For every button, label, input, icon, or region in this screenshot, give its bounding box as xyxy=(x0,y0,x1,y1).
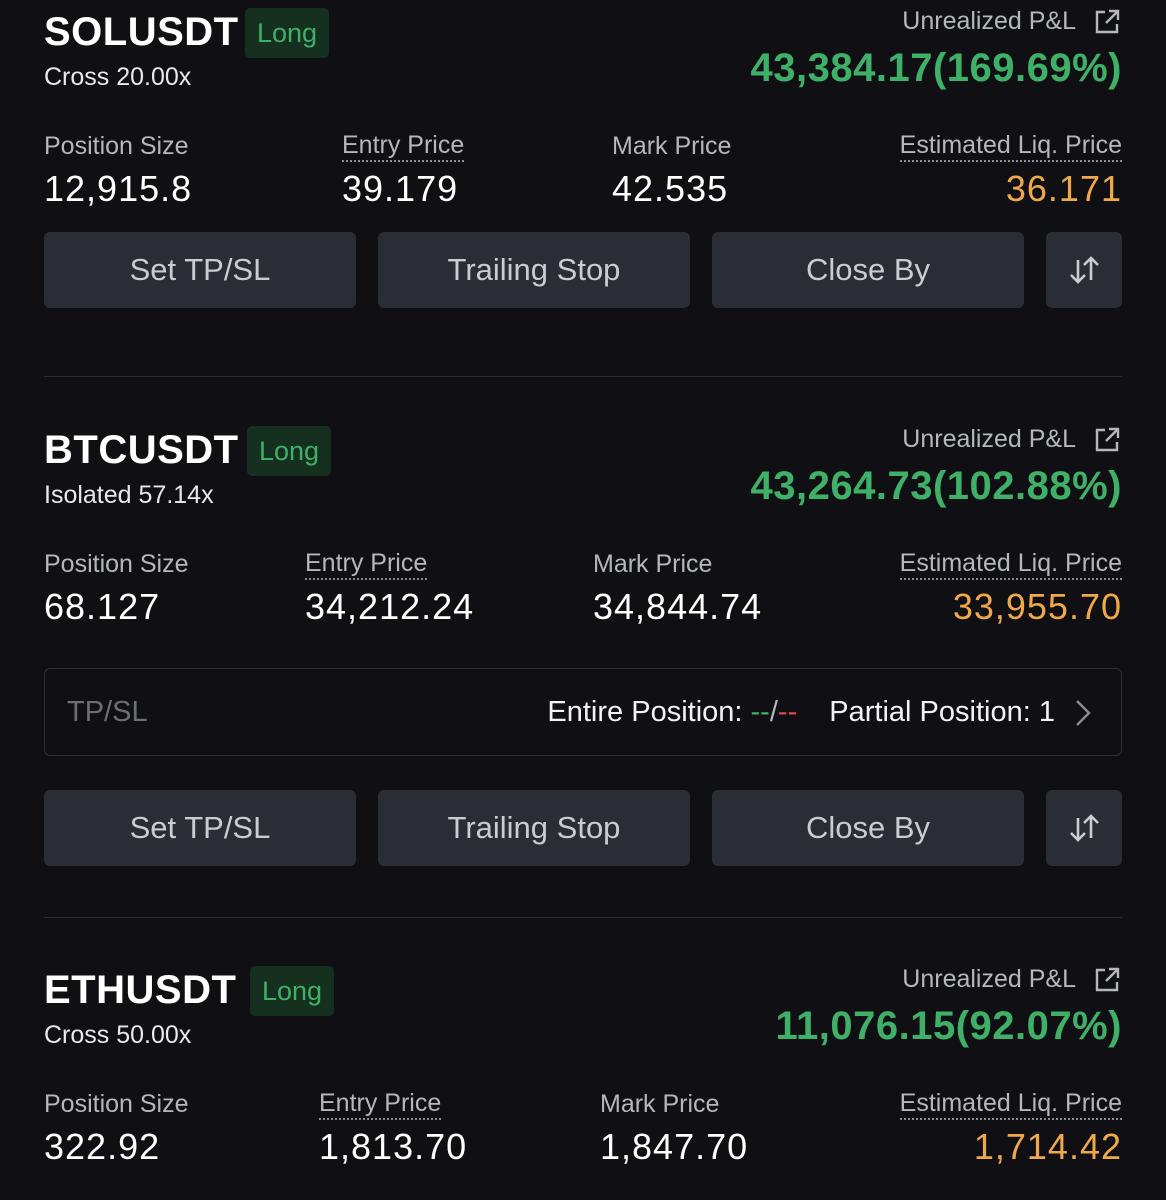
partial-position-label: Partial Position: xyxy=(829,696,1031,728)
position-header: ETHUSDT Long Cross 50.00x Unrealized P&L… xyxy=(44,958,1122,1070)
entry-price-value: 39.179 xyxy=(342,168,459,209)
unrealized-pnl-value: 43,264.73(102.88%) xyxy=(750,464,1122,508)
liq-price-label[interactable]: Estimated Liq. Price xyxy=(899,130,1122,162)
position-size: Position Size 322.92 xyxy=(44,1088,189,1170)
side-badge: Long xyxy=(245,8,330,58)
entire-sl-value: -- xyxy=(777,696,798,728)
liq-price-value: 1,714.42 xyxy=(973,1126,1122,1167)
set-tpsl-button[interactable]: Set TP/SL xyxy=(44,232,356,308)
margin-mode[interactable]: Isolated 57.14x xyxy=(44,481,214,509)
action-buttons: Set TP/SL Trailing Stop Close By xyxy=(44,232,1122,308)
unrealized-pnl-value: 11,076.15(92.07%) xyxy=(775,1004,1122,1048)
tpsl-label: TP/SL xyxy=(67,696,148,728)
position-header: SOLUSDT Long Cross 20.00x Unrealized P&L… xyxy=(44,0,1122,112)
position-size: Position Size 12,915.8 xyxy=(44,130,192,212)
set-tpsl-button[interactable]: Set TP/SL xyxy=(44,790,356,866)
position-symbol[interactable]: SOLUSDT xyxy=(44,10,239,54)
position-card-btcusdt: BTCUSDT Long Isolated 57.14x Unrealized … xyxy=(44,418,1122,866)
unrealized-pnl-value: 43,384.17(169.69%) xyxy=(750,46,1122,90)
position-stats: Position Size 322.92 Entry Price 1,813.7… xyxy=(44,1070,1122,1190)
partial-position-count: 1 xyxy=(1038,696,1055,728)
liq-price-value: 36.171 xyxy=(1005,168,1122,209)
reverse-position-button[interactable] xyxy=(1046,790,1122,866)
margin-mode[interactable]: Cross 20.00x xyxy=(44,63,192,91)
tpsl-separator: / xyxy=(769,696,778,728)
position-size-label: Position Size xyxy=(44,1090,189,1118)
liq-price: Estimated Liq. Price 1,714.42 xyxy=(899,1088,1122,1170)
entry-price-label[interactable]: Entry Price xyxy=(305,548,428,580)
entire-tp-value: -- xyxy=(750,696,770,728)
position-size: Position Size 68.127 xyxy=(44,548,189,630)
position-symbol[interactable]: BTCUSDT xyxy=(44,428,239,472)
share-icon[interactable] xyxy=(1092,7,1122,37)
position-stats: Position Size 12,915.8 Entry Price 39.17… xyxy=(44,112,1122,232)
reverse-position-icon xyxy=(1070,814,1099,842)
close-by-button[interactable]: Close By xyxy=(712,790,1024,866)
position-card-solusdt: SOLUSDT Long Cross 20.00x Unrealized P&L… xyxy=(44,0,1122,308)
reverse-position-icon xyxy=(1070,256,1099,284)
side-badge: Long xyxy=(250,966,335,1016)
entry-price-value: 34,212.24 xyxy=(305,586,475,627)
mark-price-label: Mark Price xyxy=(593,550,713,578)
mark-price-label: Mark Price xyxy=(600,1090,720,1118)
mark-price-value: 34,844.74 xyxy=(593,586,763,627)
mark-price: Mark Price 34,844.74 xyxy=(593,548,762,630)
unrealized-pnl-label: Unrealized P&L xyxy=(902,965,1076,993)
chevron-right-icon xyxy=(1076,700,1091,726)
close-by-button[interactable]: Close By xyxy=(712,232,1024,308)
tpsl-summary[interactable]: TP/SL Entire Position: --/-- Partial Pos… xyxy=(44,668,1122,756)
unrealized-pnl-label: Unrealized P&L xyxy=(902,425,1076,453)
liq-price-label[interactable]: Estimated Liq. Price xyxy=(899,1088,1122,1120)
position-header: BTCUSDT Long Isolated 57.14x Unrealized … xyxy=(44,418,1122,530)
share-icon[interactable] xyxy=(1092,425,1122,455)
mark-price: Mark Price 42.535 xyxy=(612,130,731,212)
liq-price: Estimated Liq. Price 33,955.70 xyxy=(899,548,1122,630)
position-size-label: Position Size xyxy=(44,550,189,578)
position-size-label: Position Size xyxy=(44,132,189,160)
entire-position-label: Entire Position: xyxy=(547,696,743,728)
mark-price-value: 42.535 xyxy=(612,168,729,209)
mark-price-label: Mark Price xyxy=(612,132,732,160)
entry-price: Entry Price 39.179 xyxy=(342,130,465,212)
tpsl-details: Entire Position: --/-- Partial Position:… xyxy=(547,695,1055,729)
side-badge: Long xyxy=(247,426,332,476)
entry-price-value: 1,813.70 xyxy=(319,1126,468,1167)
position-stats: Position Size 68.127 Entry Price 34,212.… xyxy=(44,530,1122,650)
mark-price: Mark Price 1,847.70 xyxy=(600,1088,748,1170)
entry-price-label[interactable]: Entry Price xyxy=(319,1088,442,1120)
position-size-value: 12,915.8 xyxy=(44,168,193,209)
liq-price: Estimated Liq. Price 36.171 xyxy=(899,130,1122,212)
liq-price-label[interactable]: Estimated Liq. Price xyxy=(899,548,1122,580)
entry-price-label[interactable]: Entry Price xyxy=(342,130,465,162)
trailing-stop-button[interactable]: Trailing Stop xyxy=(378,790,690,866)
position-size-value: 322.92 xyxy=(44,1126,161,1167)
trailing-stop-button[interactable]: Trailing Stop xyxy=(378,232,690,308)
divider xyxy=(44,917,1122,918)
position-size-value: 68.127 xyxy=(44,586,161,627)
position-card-ethusdt: ETHUSDT Long Cross 50.00x Unrealized P&L… xyxy=(44,958,1122,1190)
margin-mode[interactable]: Cross 50.00x xyxy=(44,1021,192,1049)
share-icon[interactable] xyxy=(1092,965,1122,995)
entry-price: Entry Price 1,813.70 xyxy=(319,1088,467,1170)
mark-price-value: 1,847.70 xyxy=(600,1126,749,1167)
entry-price: Entry Price 34,212.24 xyxy=(305,548,474,630)
unrealized-pnl-label: Unrealized P&L xyxy=(902,7,1076,35)
position-symbol[interactable]: ETHUSDT xyxy=(44,968,237,1012)
reverse-position-button[interactable] xyxy=(1046,232,1122,308)
divider xyxy=(44,376,1122,377)
liq-price-value: 33,955.70 xyxy=(952,586,1122,627)
action-buttons: Set TP/SL Trailing Stop Close By xyxy=(44,790,1122,866)
